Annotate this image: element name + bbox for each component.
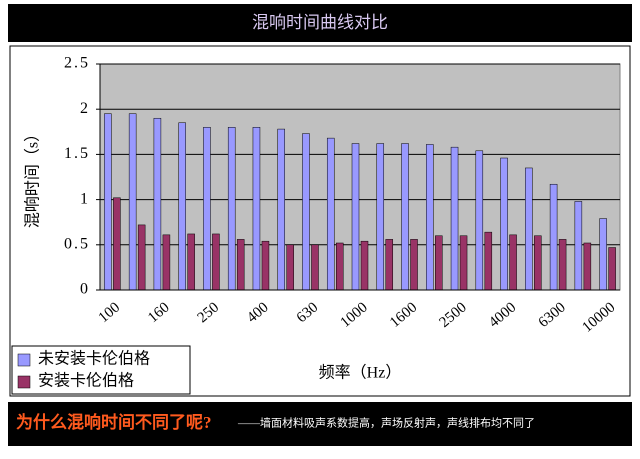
bar: [212, 233, 220, 291]
bar: [227, 127, 236, 291]
legend: [11, 345, 191, 395]
bar: [376, 143, 385, 291]
chart-title: 混响时间曲线对比: [252, 13, 388, 32]
bar: [302, 133, 310, 291]
bar: [277, 128, 285, 291]
bar: [178, 122, 186, 291]
bar: [326, 137, 335, 291]
x-axis-label: 频率（Hz）: [319, 364, 402, 382]
bar: [534, 235, 542, 291]
bar: [599, 218, 607, 291]
bar: [128, 113, 137, 291]
bar: [608, 247, 616, 291]
bar: [484, 231, 493, 291]
bar: [203, 127, 211, 291]
legend-swatch: [17, 353, 31, 367]
bar: [351, 143, 360, 291]
bar: [401, 143, 409, 291]
bar: [162, 234, 171, 291]
bar: [187, 233, 195, 291]
bar: [261, 240, 270, 291]
bar: [574, 201, 583, 291]
bar: [450, 146, 459, 291]
y-tick-label: 0.5: [64, 235, 90, 252]
bar: [311, 244, 319, 291]
title-banner: [8, 4, 632, 42]
y-tick-label: 0: [80, 281, 90, 298]
bar: [252, 127, 261, 291]
plot-area: [99, 63, 621, 291]
bar: [525, 167, 533, 291]
legend-swatch: [17, 375, 31, 389]
bar: [385, 239, 394, 291]
bar: [475, 150, 484, 291]
bar: [137, 224, 146, 291]
footer-note: ——墙面材料吸声系数提高，声场反射声，声线排布均不同了: [237, 416, 535, 430]
bar: [104, 113, 112, 291]
footer-banner: [8, 402, 632, 446]
bar: [113, 197, 121, 291]
bar: [509, 234, 517, 291]
bar: [583, 242, 592, 291]
bar: [286, 244, 294, 291]
y-axis-label: 混响时间（s）: [24, 126, 42, 228]
y-tick-label: 1: [80, 190, 90, 207]
footer-question: 为什么混响时间不同了呢?: [16, 412, 212, 432]
bar: [153, 117, 162, 291]
bar: [549, 183, 558, 291]
y-tick-label: 1.5: [64, 145, 90, 162]
bar: [426, 144, 434, 291]
bar: [435, 235, 443, 291]
bar: [410, 239, 418, 291]
legend-label: 未安装卡伦伯格: [38, 350, 150, 368]
y-tick-label: 2: [80, 100, 90, 117]
bar: [558, 239, 567, 291]
bar: [335, 242, 344, 291]
bar: [236, 239, 245, 291]
bar: [360, 240, 369, 291]
y-tick-label: 2.5: [64, 55, 90, 72]
bar: [500, 157, 508, 291]
legend-label: 安装卡伦伯格: [38, 372, 134, 390]
bar: [459, 235, 468, 291]
